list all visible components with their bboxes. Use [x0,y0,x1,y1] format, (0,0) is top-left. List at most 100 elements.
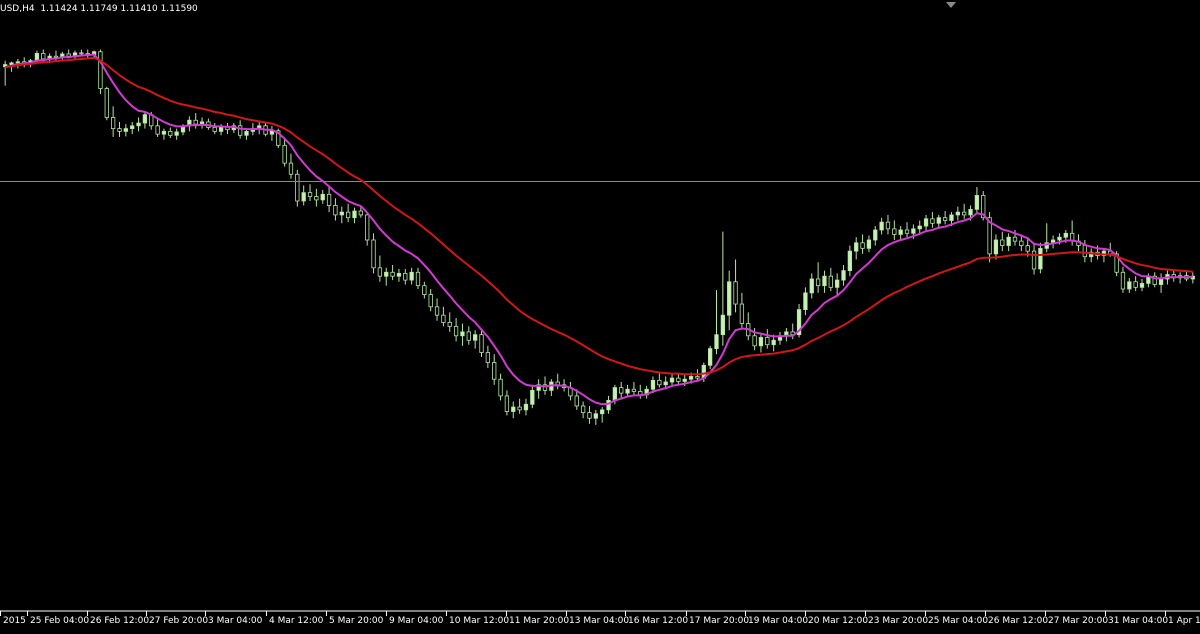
chart-header: USD,H4 1.11424 1.11749 1.11410 1.11590 [0,4,198,14]
bull-candle-body [804,293,807,310]
bull-candle-body [321,194,324,200]
time-tick-label: 2015 [3,616,26,626]
bear-candle-body [423,286,426,295]
bear-candle-body [346,212,349,218]
bear-candle-body [905,230,908,233]
bear-candle-body [416,272,419,285]
bear-candle-body [429,295,432,307]
time-tick-label: 5 Mar 20:00 [329,616,384,626]
bull-candle-body [975,195,978,209]
bear-candle-body [1121,272,1124,289]
bear-candle-body [365,215,368,240]
bear-candle-body [480,335,483,353]
bear-candle-body [1134,282,1137,288]
bull-candle-body [950,215,953,221]
bull-candle-body [924,219,927,226]
bear-candle-body [283,145,286,163]
bear-candle-body [54,56,57,57]
bull-candle-body [16,62,19,63]
time-tick-label: 11 Mar 20:00 [509,616,569,626]
bear-candle-body [67,54,70,56]
ohlc-readout: 1.11424 1.11749 1.11410 1.11590 [40,4,197,14]
bull-candle-body [721,315,724,334]
bear-candle-body [677,378,680,381]
bull-candle-body [137,123,140,126]
bull-candle-body [835,280,838,287]
bull-candle-body [670,378,673,382]
bear-candle-body [1032,251,1035,269]
bear-candle-body [766,337,769,344]
bear-candle-body [118,129,121,132]
bull-candle-body [912,229,915,233]
bear-candle-body [588,413,591,419]
bull-candle-body [340,212,343,215]
bull-candle-body [854,243,857,251]
bull-candle-body [1007,237,1010,245]
bull-candle-body [473,335,476,341]
bull-candle-body [175,132,178,135]
bull-candle-body [689,376,692,379]
bull-candle-body [524,404,527,410]
time-tick-label: 3 Mar 04:00 [208,616,263,626]
bear-candle-body [442,315,445,322]
bull-candle-body [823,276,826,285]
bear-candle-body [334,205,337,214]
bear-candle-body [308,193,311,197]
bear-candle-body [435,307,438,315]
bear-candle-body [619,388,622,394]
bull-candle-body [874,230,877,240]
time-tick-label: 26 Feb 12:00 [90,616,149,626]
bear-candle-body [696,376,699,378]
bear-candle-body [893,229,896,235]
bear-candle-body [378,268,381,276]
time-tick-label: 13 Mar 04:00 [569,616,629,626]
bear-candle-body [359,211,362,215]
bull-candle-body [512,407,515,411]
bull-candle-body [162,131,165,134]
time-tick-label: 27 Feb 20:00 [149,616,208,626]
bull-candle-body [302,193,305,201]
bull-candle-body [353,211,356,218]
bull-candle-body [772,340,775,344]
bull-candle-body [994,240,997,254]
bull-candle-body [245,131,248,135]
bull-candle-body [842,271,845,280]
bear-candle-body [156,126,159,134]
time-tick-label: 9 Mar 04:00 [389,616,444,626]
bear-candle-body [296,174,299,201]
bear-candle-body [111,117,114,128]
bull-candle-body [384,272,387,276]
time-tick-label: 19 Mar 04:00 [748,616,808,626]
bull-candle-body [10,63,13,65]
bull-candle-body [1140,283,1143,287]
bear-candle-body [372,240,375,268]
time-tick-label: 25 Feb 04:00 [30,616,89,626]
bear-candle-body [404,273,407,280]
bull-candle-body [918,226,921,229]
bear-candle-body [740,304,743,323]
bull-candle-body [969,209,972,215]
bull-candle-body [708,349,711,366]
bear-candle-body [658,380,661,384]
bear-candle-body [632,389,635,391]
bull-candle-body [600,410,603,414]
bear-candle-body [327,194,330,205]
bear-candle-body [315,197,318,200]
bear-candle-body [518,407,521,410]
bull-candle-body [626,389,629,393]
bull-candle-body [956,212,959,215]
bear-candle-body [1001,240,1004,246]
bear-candle-body [486,352,489,362]
time-tick-label: 17 Mar 20:00 [689,616,749,626]
bear-candle-body [505,396,508,412]
time-tick-label: 1 Apr 12 [1168,616,1200,626]
time-tick-label: 23 Mar 20:00 [868,616,928,626]
bear-candle-body [816,279,819,286]
bull-candle-body [410,272,413,280]
bear-candle-body [1020,241,1023,245]
bull-candle-body [130,126,133,129]
bear-candle-body [1013,237,1016,241]
